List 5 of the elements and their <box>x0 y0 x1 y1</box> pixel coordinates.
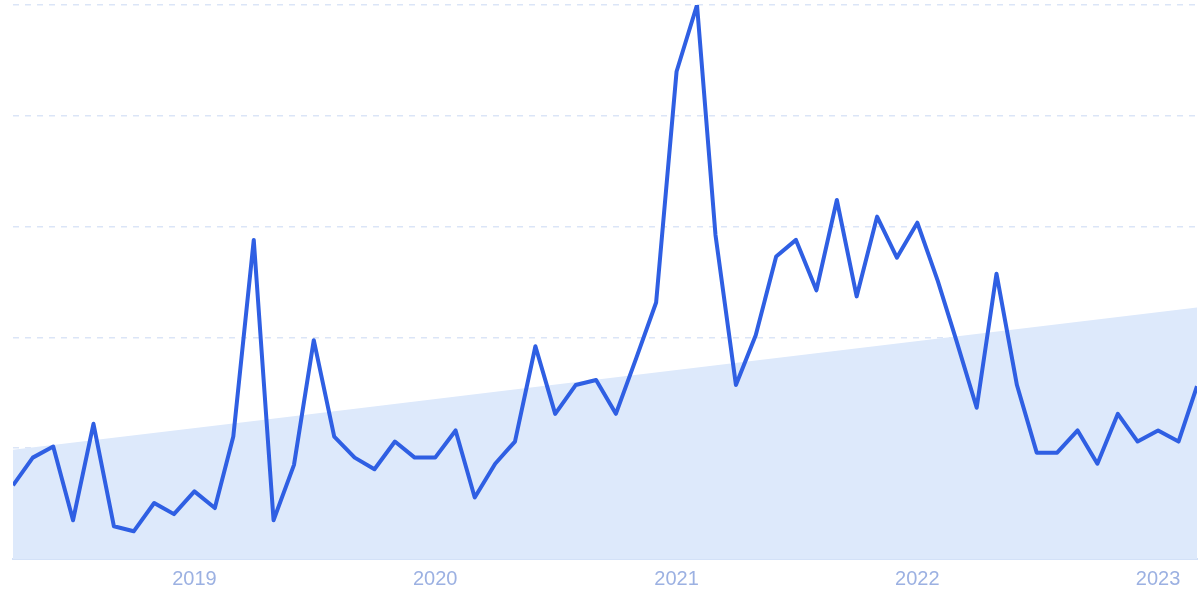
x-tick-label: 2022 <box>895 566 940 589</box>
x-tick-label: 2023 <box>1135 566 1181 589</box>
x-tick-label: 2020 <box>412 566 458 589</box>
x-tick-label: 2019 <box>172 566 217 589</box>
x-tick-label: 2021 <box>654 566 699 589</box>
